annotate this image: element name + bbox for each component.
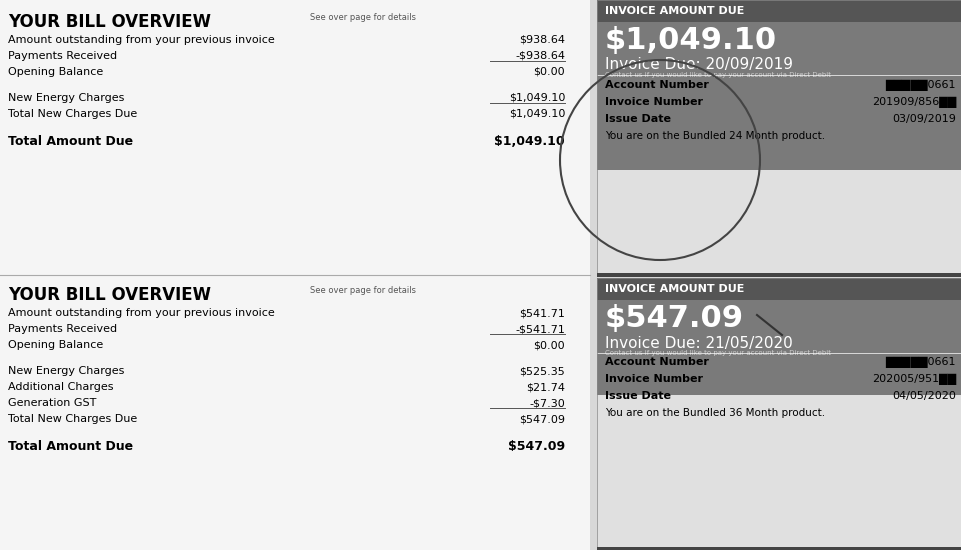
Text: See over page for details: See over page for details <box>310 286 416 295</box>
Text: $525.35: $525.35 <box>519 366 565 376</box>
Text: Issue Date: Issue Date <box>605 391 671 401</box>
Text: YOUR BILL OVERVIEW: YOUR BILL OVERVIEW <box>8 286 211 304</box>
Text: -$7.30: -$7.30 <box>530 398 565 408</box>
FancyBboxPatch shape <box>597 547 961 550</box>
Text: Invoice Due: 21/05/2020: Invoice Due: 21/05/2020 <box>605 336 793 351</box>
Text: Amount outstanding from your previous invoice: Amount outstanding from your previous in… <box>8 35 275 45</box>
FancyBboxPatch shape <box>597 170 961 275</box>
Text: Account Number: Account Number <box>605 80 709 90</box>
Text: Opening Balance: Opening Balance <box>8 67 103 77</box>
Text: 04/05/2020: 04/05/2020 <box>892 391 956 401</box>
FancyBboxPatch shape <box>597 0 961 22</box>
Text: $21.74: $21.74 <box>526 382 565 392</box>
Text: -$938.64: -$938.64 <box>515 51 565 61</box>
Text: Invoice Number: Invoice Number <box>605 374 703 384</box>
Text: INVOICE AMOUNT DUE: INVOICE AMOUNT DUE <box>605 6 745 16</box>
Text: $547.09: $547.09 <box>519 414 565 424</box>
Text: $1,049.10: $1,049.10 <box>508 93 565 103</box>
Text: $0.00: $0.00 <box>533 67 565 77</box>
Text: █████0661: █████0661 <box>885 357 956 368</box>
Text: Contact us if you would like to pay your account via Direct Debit: Contact us if you would like to pay your… <box>605 72 831 78</box>
Text: Amount outstanding from your previous invoice: Amount outstanding from your previous in… <box>8 308 275 318</box>
Text: $1,049.10: $1,049.10 <box>605 26 777 55</box>
Text: $938.64: $938.64 <box>519 35 565 45</box>
Text: New Energy Charges: New Energy Charges <box>8 93 124 103</box>
Text: 201909/856██: 201909/856██ <box>872 97 956 108</box>
Text: Issue Date: Issue Date <box>605 114 671 124</box>
Text: $541.71: $541.71 <box>519 308 565 318</box>
Text: -$541.71: -$541.71 <box>515 324 565 334</box>
Text: 202005/951██: 202005/951██ <box>872 374 956 385</box>
FancyBboxPatch shape <box>597 278 961 300</box>
Text: Total New Charges Due: Total New Charges Due <box>8 109 137 119</box>
Text: YOUR BILL OVERVIEW: YOUR BILL OVERVIEW <box>8 13 211 31</box>
Text: Total Amount Due: Total Amount Due <box>8 135 134 148</box>
Text: Contact us if you would like to pay your account via Direct Debit: Contact us if you would like to pay your… <box>605 350 831 356</box>
Text: See over page for details: See over page for details <box>310 13 416 22</box>
FancyBboxPatch shape <box>597 273 961 277</box>
Text: $1,049.10: $1,049.10 <box>494 135 565 148</box>
Text: $547.09: $547.09 <box>605 304 744 333</box>
Text: Opening Balance: Opening Balance <box>8 340 103 350</box>
Text: Total Amount Due: Total Amount Due <box>8 440 134 453</box>
FancyBboxPatch shape <box>597 278 961 395</box>
Text: 03/09/2019: 03/09/2019 <box>892 114 956 124</box>
Text: New Energy Charges: New Energy Charges <box>8 366 124 376</box>
FancyBboxPatch shape <box>0 0 590 550</box>
Text: INVOICE AMOUNT DUE: INVOICE AMOUNT DUE <box>605 284 745 294</box>
Text: Account Number: Account Number <box>605 357 709 367</box>
Text: Invoice Due: 20/09/2019: Invoice Due: 20/09/2019 <box>605 57 793 72</box>
Text: $0.00: $0.00 <box>533 340 565 350</box>
Text: You are on the Bundled 36 Month product.: You are on the Bundled 36 Month product. <box>605 408 825 418</box>
Text: Payments Received: Payments Received <box>8 324 117 334</box>
Text: Invoice Number: Invoice Number <box>605 97 703 107</box>
Text: You are on the Bundled 24 Month product.: You are on the Bundled 24 Month product. <box>605 131 825 141</box>
Text: █████0661: █████0661 <box>885 80 956 91</box>
FancyBboxPatch shape <box>597 0 961 170</box>
Text: $1,049.10: $1,049.10 <box>508 109 565 119</box>
FancyBboxPatch shape <box>597 395 961 550</box>
Text: Generation GST: Generation GST <box>8 398 96 408</box>
Text: $547.09: $547.09 <box>507 440 565 453</box>
Text: Payments Received: Payments Received <box>8 51 117 61</box>
Text: Total New Charges Due: Total New Charges Due <box>8 414 137 424</box>
Text: Additional Charges: Additional Charges <box>8 382 113 392</box>
